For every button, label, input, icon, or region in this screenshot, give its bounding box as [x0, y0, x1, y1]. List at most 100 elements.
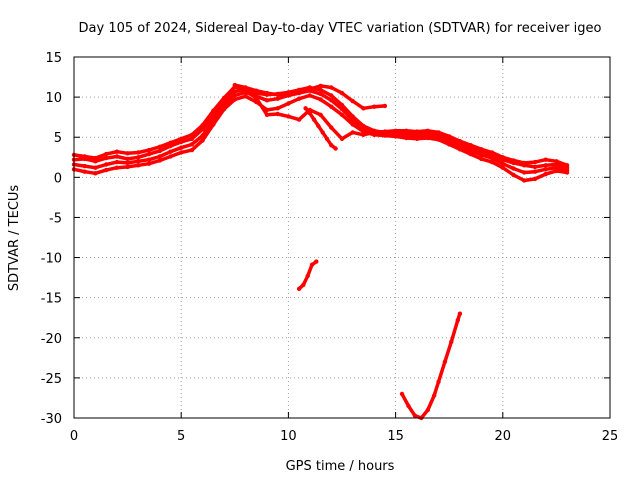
data-point [179, 150, 184, 155]
data-point [221, 106, 227, 112]
data-point [500, 161, 505, 166]
data-point [457, 139, 463, 144]
data-point [221, 95, 227, 101]
data-point [447, 134, 452, 139]
data-point [511, 166, 516, 171]
data-point [329, 93, 334, 98]
data-point [489, 155, 495, 161]
data-point [286, 101, 291, 106]
data-point [296, 286, 302, 291]
data-point [361, 132, 366, 137]
data-point [168, 154, 173, 159]
data-point [532, 164, 538, 170]
data-point [339, 136, 345, 141]
data-point [243, 94, 248, 99]
data-point [82, 154, 87, 159]
data-point [243, 85, 248, 90]
data-point [125, 151, 130, 156]
data-point [489, 150, 495, 155]
data-point [399, 391, 405, 397]
data-point [479, 152, 484, 158]
data-point [189, 147, 195, 153]
data-point [157, 144, 162, 149]
data-series [71, 82, 570, 421]
data-point [393, 128, 398, 133]
y-tick-label: 10 [45, 91, 62, 106]
data-point [329, 85, 334, 90]
data-point [554, 165, 559, 170]
y-tick-label: -25 [41, 372, 62, 387]
data-point [406, 403, 411, 409]
data-point [146, 161, 152, 166]
data-point [522, 170, 527, 175]
data-point [532, 159, 538, 165]
data-point [232, 89, 237, 94]
data-point [543, 171, 548, 177]
data-point [543, 167, 548, 172]
data-point [324, 136, 330, 141]
data-point [125, 156, 130, 162]
plot-frame [73, 56, 611, 419]
y-tick-label: -15 [41, 292, 62, 307]
data-point [286, 91, 291, 97]
data-point [318, 83, 323, 89]
data-point [372, 130, 377, 135]
data-point [211, 122, 216, 127]
data-point [329, 143, 334, 148]
data-point [361, 106, 366, 111]
data-point [157, 154, 162, 159]
x-tick-label: 5 [177, 429, 185, 444]
y-tick-label: -30 [41, 412, 62, 427]
data-point [232, 93, 237, 98]
data-point [136, 163, 141, 168]
data-point [318, 112, 323, 118]
chart-title: Day 105 of 2024, Sidereal Day-to-day VTE… [79, 21, 602, 36]
data-point [511, 172, 516, 178]
data-point [436, 130, 441, 135]
x-axis-label: GPS time / hours [286, 459, 395, 474]
data-point [114, 159, 120, 165]
data-point [554, 168, 559, 174]
data-point [200, 123, 205, 128]
axis-ticks: 0 5 10 15 20 25 -30 -25 -20 -15 -10 -5 0 5 10 15 [41, 51, 619, 444]
data-point [301, 282, 306, 287]
data-point [522, 178, 527, 183]
data-point [479, 156, 484, 162]
data-point [125, 160, 130, 166]
data-point [275, 106, 280, 111]
data-point [157, 158, 162, 163]
data-point [468, 143, 473, 148]
data-point [457, 311, 463, 316]
data-point [339, 112, 345, 118]
data-point [314, 259, 319, 264]
data-point [564, 163, 570, 168]
data-point [329, 98, 334, 103]
data-point [425, 135, 430, 141]
data-point [114, 165, 120, 170]
data-point [447, 142, 452, 147]
data-point [93, 155, 98, 161]
y-tick-label: 15 [45, 51, 62, 66]
data-point [425, 128, 430, 133]
data-point [543, 157, 548, 162]
data-point [339, 90, 345, 96]
data-point [303, 106, 308, 111]
data-point [179, 136, 184, 141]
data-point [179, 145, 184, 150]
data-point [350, 122, 355, 127]
data-point [232, 97, 237, 102]
data-point [146, 147, 152, 153]
data-point [104, 167, 109, 173]
data-point [114, 154, 120, 159]
y-tick-label: -5 [49, 211, 62, 226]
data-point [305, 273, 310, 279]
data-point [189, 136, 195, 141]
data-point [254, 95, 259, 101]
data-point [211, 108, 216, 113]
data-point [136, 155, 141, 160]
data-point [296, 117, 302, 122]
data-point [200, 138, 205, 143]
data-point [296, 96, 302, 101]
data-point [125, 164, 130, 170]
